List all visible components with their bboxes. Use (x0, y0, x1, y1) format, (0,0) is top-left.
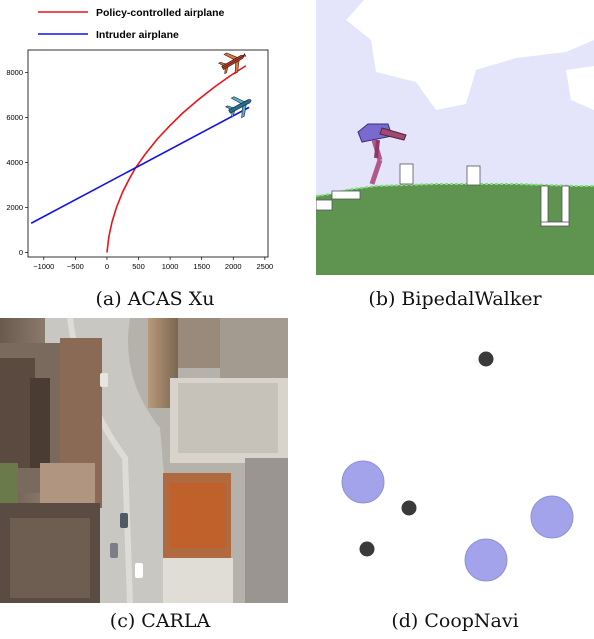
bipedalwalker-scene (315, 0, 594, 275)
x-tick-label: 1500 (193, 262, 210, 271)
y-tick-label: 8000 (6, 68, 23, 77)
landmark (359, 541, 375, 557)
cloud (566, 66, 594, 110)
car (100, 373, 108, 387)
building (163, 558, 233, 603)
building (178, 383, 278, 453)
pit-floor (540, 221, 570, 227)
panel-coopnavi (316, 318, 594, 603)
series-line-intruder (30, 106, 250, 224)
car (110, 543, 118, 558)
step-obstacle (315, 199, 333, 211)
y-tick-label: 0 (19, 248, 23, 257)
building (40, 463, 95, 503)
x-tick-label: 0 (105, 262, 109, 271)
panel-bipedalwalker (315, 0, 594, 275)
building (0, 358, 35, 468)
building (245, 458, 288, 603)
step-obstacle (331, 190, 361, 200)
ground (316, 184, 594, 275)
coopnavi-scene (341, 351, 574, 582)
x-tick-label: 500 (132, 262, 145, 271)
building (178, 318, 220, 368)
x-tick-label: 2500 (256, 262, 273, 271)
stump-obstacle (399, 163, 414, 185)
landmark (401, 500, 417, 516)
caption-acas: (a) ACAS Xu (95, 288, 215, 310)
walker-head (379, 127, 407, 141)
landmark (478, 351, 494, 367)
agent (530, 495, 574, 539)
caption-coopnavi: (d) CoopNavi (391, 610, 519, 632)
panel-acas: −1000 −500 0 500 1000 1500 2000 2500 0 2000 4000 60… (0, 0, 300, 280)
grass-patch (0, 463, 18, 503)
carla-aerial-view (0, 317, 288, 604)
panel-carla (0, 317, 288, 604)
pit-obstacle (561, 185, 570, 227)
caption-bipedalwalker: (b) BipedalWalker (368, 288, 542, 310)
car (120, 513, 128, 528)
x-tick-label: −500 (67, 262, 84, 271)
legend-label-policy: Policy-controlled airplane (96, 7, 225, 19)
building (220, 318, 288, 378)
stump-obstacle (466, 165, 481, 186)
legend-label-intruder: Intruder airplane (96, 29, 179, 41)
building (30, 378, 50, 468)
series-line-policy (106, 65, 247, 253)
x-tick-label: −1000 (33, 262, 54, 271)
y-tick-label: 2000 (6, 203, 23, 212)
acas-xu-chart: −1000 −500 0 500 1000 1500 2000 2500 0 2000 4000 60… (6, 7, 273, 271)
agent (341, 460, 385, 504)
caption-carla: (c) CARLA (109, 610, 211, 632)
airplane-icon-intruder (225, 96, 252, 119)
legend: Policy-controlled airplane Intruder airp… (38, 7, 225, 41)
building (10, 518, 90, 598)
y-tick-label: 4000 (6, 158, 23, 167)
cloud (346, 0, 594, 110)
airplane-icon-policy (218, 52, 247, 75)
x-tick-label: 1000 (162, 262, 179, 271)
bipedal-walker (357, 123, 407, 185)
agent (464, 538, 508, 582)
walker-leg (374, 139, 380, 159)
plot-frame (27, 49, 269, 258)
pit-obstacle (540, 185, 549, 227)
x-tick-label: 2000 (225, 262, 242, 271)
y-tick-label: 6000 (6, 113, 23, 122)
car (135, 563, 143, 578)
red-roof (170, 483, 226, 548)
walker-leg (369, 159, 383, 185)
